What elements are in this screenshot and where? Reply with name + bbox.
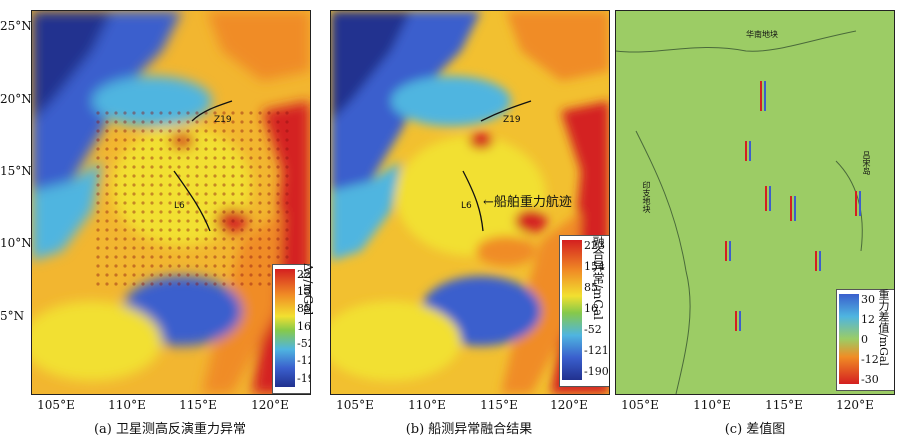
legend-c-unit: 重力差值/mGal [877,289,890,366]
legend-a-tick: -52 [297,337,310,350]
legend-b: 223 154 85 16 -52 -121 -190 [559,235,609,387]
caption-panel-b: (b) 船测异常融合结果 [405,422,533,437]
lat-label-15n: 15°N [0,164,32,178]
legend-c-tick: 12 [861,313,875,326]
legend-a-tick: 85 [297,302,311,315]
legend-b-tick: -52 [584,323,602,336]
lon-label-c-115e: 115°E [765,398,803,412]
legend-c-unit-box: 重力差值/mGal [875,289,893,379]
profile-label-l6: L6 [461,201,472,211]
lat-label-10n: 10°N [0,236,32,250]
legend-a: 223 154 85 16 -52 -121 -190 [272,264,311,394]
legend-c-tick: -12 [861,353,879,366]
legend-b-tick: 154 [584,260,605,273]
lon-label-c-120e: 120°E [836,398,874,412]
region-label-south-china-block: 华南地块 [746,30,778,39]
legend-b-colorbar [562,240,582,380]
lat-label-25n: 25°N [0,19,32,33]
caption-panel-a: (a) 卫星测高反演重力异常 [93,422,247,437]
legend-c-tick: -30 [861,373,879,386]
legend-a-tick: 16 [297,320,311,333]
legend-b-tick: 85 [584,281,598,294]
lat-label-5n: 5°N [0,309,25,323]
lon-label-c-105e: 105°E [621,398,659,412]
caption-panel-c: (c) 差值图 [724,422,786,437]
region-label-luzon: 吕宋岛 [862,151,871,175]
legend-a-tick: -121 [297,354,310,367]
profile-label-z19: Z19 [214,115,232,125]
legend-a-tick: 154 [297,285,311,298]
legend-b-tick: 16 [584,302,598,315]
legend-b-tick: 223 [584,239,605,252]
legend-a-tick: 223 [297,268,311,281]
profile-label-z19: Z19 [503,115,521,125]
profile-label-l6: L6 [174,201,185,211]
lon-label-b-105e: 105°E [336,398,374,412]
legend-b-tick: -121 [584,344,609,357]
lon-label-b-115e: 115°E [480,398,518,412]
lon-label-b-110e: 110°E [408,398,446,412]
legend-c: 30 12 0 -12 -30 [836,289,894,391]
legend-a-tick: -190 [297,372,310,385]
lat-label-20n: 20°N [0,92,32,106]
legend-b-unit-box: 融合异常/mGal [590,236,608,354]
legend-c-tick: 30 [861,293,875,306]
map-b-graphic [331,11,609,394]
lon-label-a-120e: 120°E [251,398,289,412]
lon-label-a-110e: 110°E [108,398,146,412]
panel-c-difference-map: 华南地块 印支地块 吕宋岛 30 12 0 -12 -30 [615,10,895,395]
legend-b-tick: -190 [584,365,609,378]
legend-c-tick: 0 [861,333,868,346]
panel-a-satellite-gravity-map: Z19 L6 223 154 85 16 -52 -121 -190 [31,10,311,395]
legend-c-colorbar [839,294,859,384]
lon-label-c-110e: 110°E [693,398,731,412]
panel-b-fused-gravity-map: Z19 L6 ←船舶重力航迹 223 154 85 16 -52 -121 -1… [330,10,610,395]
ship-track-annotation: ←船舶重力航迹 [483,195,572,210]
region-label-indochina-block: 印支地块 [642,181,651,213]
legend-a-unit: Δg/mGal [301,263,315,316]
legend-a-unit-box: Δg/mGal [301,263,317,371]
lon-label-a-105e: 105°E [37,398,75,412]
lon-label-a-115e: 115°E [179,398,217,412]
map-a-graphic [32,11,310,394]
legend-a-colorbar [275,269,295,387]
legend-b-unit: 融合异常/mGal [591,236,605,320]
lon-label-b-120e: 120°E [550,398,588,412]
